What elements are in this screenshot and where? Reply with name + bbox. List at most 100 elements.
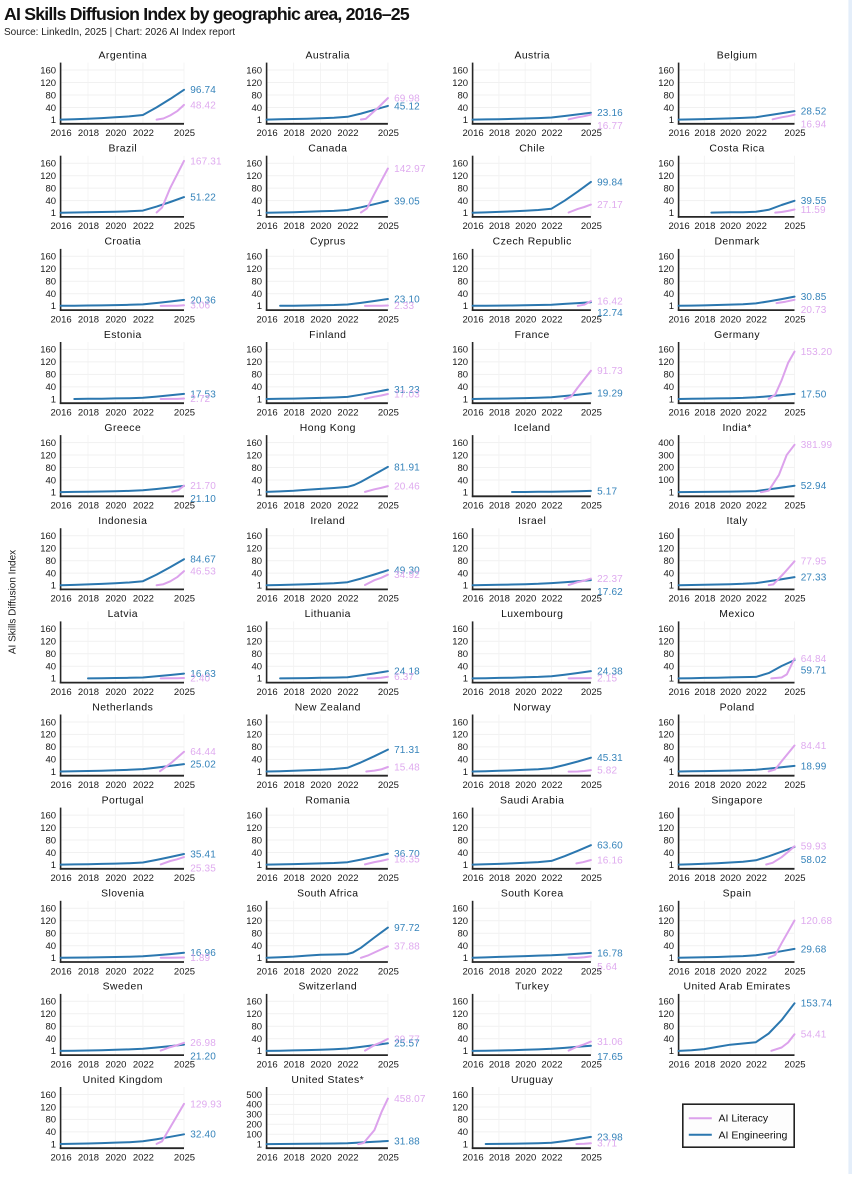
svg-text:1: 1 (51, 767, 56, 778)
svg-text:2022: 2022 (133, 1153, 154, 1164)
svg-text:2016: 2016 (51, 966, 72, 977)
svg-text:2.40: 2.40 (190, 673, 210, 684)
svg-text:Source: LinkedIn, 2025 | Chart: Source: LinkedIn, 2025 | Chart: 2026 AI … (4, 27, 235, 38)
svg-text:2016: 2016 (257, 314, 278, 325)
svg-text:40: 40 (46, 1034, 57, 1045)
svg-text:80: 80 (458, 556, 469, 567)
svg-text:35.41: 35.41 (190, 849, 216, 860)
svg-text:160: 160 (452, 159, 468, 170)
svg-text:2022: 2022 (541, 780, 562, 791)
svg-text:2020: 2020 (515, 594, 536, 605)
svg-text:58.02: 58.02 (801, 855, 827, 866)
svg-text:2025: 2025 (174, 221, 195, 232)
svg-text:1: 1 (257, 860, 262, 871)
svg-text:160: 160 (246, 624, 262, 635)
svg-text:Belgium: Belgium (717, 50, 758, 61)
svg-text:2018: 2018 (284, 1059, 305, 1070)
svg-text:New Zealand: New Zealand (295, 702, 361, 713)
svg-text:2020: 2020 (105, 873, 126, 884)
svg-text:160: 160 (246, 65, 262, 76)
svg-text:40: 40 (664, 382, 675, 393)
svg-text:2018: 2018 (489, 687, 510, 698)
svg-text:160: 160 (452, 252, 468, 263)
svg-text:2020: 2020 (310, 687, 331, 698)
svg-text:2016: 2016 (51, 501, 72, 512)
svg-text:Italy: Italy (726, 516, 748, 527)
svg-text:2018: 2018 (489, 501, 510, 512)
svg-text:2025: 2025 (784, 221, 805, 232)
svg-text:1: 1 (669, 860, 674, 871)
svg-text:2018: 2018 (694, 408, 715, 419)
svg-text:1: 1 (257, 394, 262, 405)
svg-text:2020: 2020 (515, 128, 536, 139)
svg-text:15.48: 15.48 (394, 762, 420, 773)
svg-text:2016: 2016 (51, 221, 72, 232)
svg-text:2018: 2018 (694, 687, 715, 698)
svg-text:160: 160 (452, 438, 468, 449)
svg-text:1: 1 (257, 1139, 262, 1150)
svg-text:100: 100 (246, 1130, 262, 1141)
svg-text:160: 160 (452, 997, 468, 1008)
svg-text:2018: 2018 (78, 966, 99, 977)
svg-text:1: 1 (51, 1139, 56, 1150)
svg-text:40: 40 (252, 848, 263, 859)
svg-text:1: 1 (257, 581, 262, 592)
svg-text:2020: 2020 (105, 594, 126, 605)
svg-text:Lithuania: Lithuania (305, 609, 351, 620)
svg-text:120: 120 (246, 916, 262, 927)
svg-text:2016: 2016 (669, 687, 690, 698)
svg-text:160: 160 (658, 624, 674, 635)
svg-text:Brazil: Brazil (108, 144, 137, 155)
svg-text:21.20: 21.20 (190, 1051, 216, 1062)
svg-text:160: 160 (40, 810, 56, 821)
svg-text:2018: 2018 (694, 594, 715, 605)
svg-text:2022: 2022 (133, 780, 154, 791)
svg-text:40: 40 (46, 289, 57, 300)
svg-text:2022: 2022 (337, 594, 358, 605)
svg-text:2016: 2016 (463, 501, 484, 512)
svg-text:2018: 2018 (284, 966, 305, 977)
svg-text:2020: 2020 (720, 594, 741, 605)
svg-text:120: 120 (658, 544, 674, 555)
svg-text:381.99: 381.99 (801, 440, 833, 451)
svg-text:2022: 2022 (133, 687, 154, 698)
svg-text:21.70: 21.70 (190, 481, 216, 492)
svg-text:120: 120 (452, 450, 468, 461)
svg-text:2018: 2018 (78, 873, 99, 884)
svg-text:40: 40 (252, 289, 263, 300)
svg-text:2025: 2025 (378, 128, 399, 139)
svg-text:40: 40 (46, 755, 57, 766)
svg-text:160: 160 (658, 717, 674, 728)
svg-text:52.94: 52.94 (801, 481, 827, 492)
svg-text:17.50: 17.50 (801, 389, 827, 400)
svg-text:2016: 2016 (669, 873, 690, 884)
svg-text:40: 40 (46, 382, 57, 393)
svg-text:2022: 2022 (541, 1153, 562, 1164)
svg-text:1: 1 (463, 1046, 468, 1057)
svg-text:120: 120 (40, 450, 56, 461)
svg-text:120: 120 (246, 171, 262, 182)
svg-text:2022: 2022 (746, 128, 767, 139)
svg-text:Sweden: Sweden (103, 982, 143, 993)
svg-text:17.62: 17.62 (597, 587, 623, 598)
svg-text:40: 40 (458, 289, 469, 300)
svg-text:2022: 2022 (337, 128, 358, 139)
svg-text:1: 1 (463, 860, 468, 871)
svg-text:100: 100 (658, 475, 674, 486)
svg-text:2018: 2018 (78, 594, 99, 605)
svg-text:Slovenia: Slovenia (101, 889, 144, 900)
svg-text:80: 80 (458, 90, 469, 101)
svg-text:AI Literacy: AI Literacy (719, 1113, 769, 1125)
svg-text:2022: 2022 (541, 221, 562, 232)
svg-text:5.17: 5.17 (597, 486, 617, 497)
svg-text:25.02: 25.02 (190, 760, 216, 771)
svg-text:40: 40 (252, 662, 263, 673)
svg-text:40: 40 (664, 941, 675, 952)
svg-text:2022: 2022 (337, 501, 358, 512)
svg-text:2020: 2020 (310, 128, 331, 139)
svg-text:51.22: 51.22 (190, 193, 216, 204)
svg-text:120: 120 (452, 823, 468, 834)
svg-text:Australia: Australia (306, 50, 350, 61)
svg-text:80: 80 (252, 90, 263, 101)
svg-text:Latvia: Latvia (108, 609, 138, 620)
